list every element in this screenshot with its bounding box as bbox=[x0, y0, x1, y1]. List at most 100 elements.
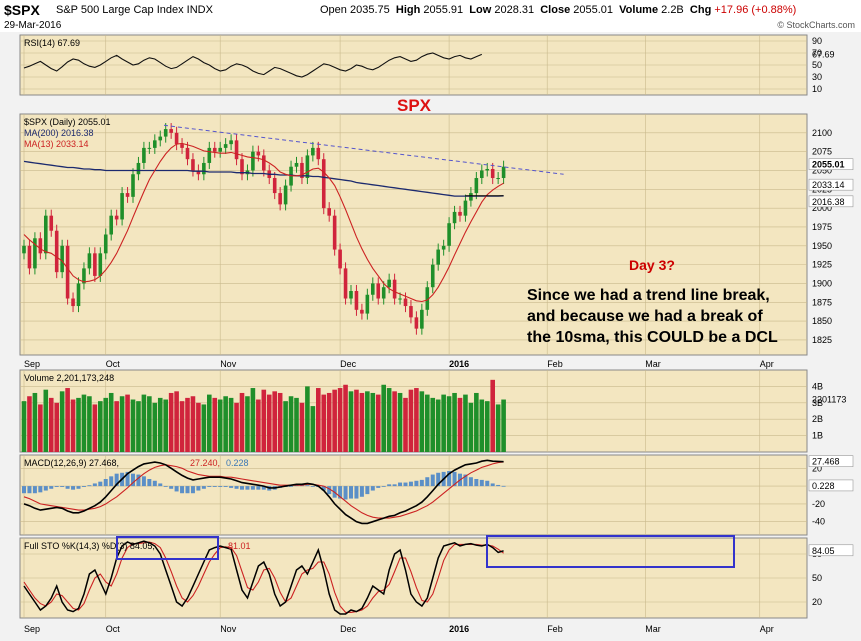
volume-bar bbox=[54, 402, 59, 452]
high-label: High bbox=[395, 4, 421, 16]
macd-histogram-bar bbox=[212, 486, 217, 487]
volume-bar bbox=[234, 402, 239, 452]
volume-bar bbox=[119, 396, 125, 452]
macd-histogram-bar bbox=[430, 474, 435, 487]
macd-tick-label: 20 bbox=[812, 463, 822, 473]
ma200-line bbox=[23, 160, 504, 197]
volume-bar bbox=[59, 391, 65, 452]
macd-histogram-bar bbox=[229, 486, 234, 488]
macd-histogram-bar bbox=[419, 479, 424, 487]
volume-label: Volume bbox=[619, 4, 659, 16]
macd-histogram-bar bbox=[392, 484, 397, 487]
macd-histogram-bar bbox=[22, 486, 26, 494]
price-candle bbox=[38, 238, 43, 254]
volume-bar bbox=[430, 397, 436, 452]
volume-bar bbox=[463, 394, 468, 452]
sto-k-line bbox=[23, 540, 504, 615]
macd-histogram-bar bbox=[223, 486, 228, 487]
macd-histogram-bar bbox=[81, 486, 86, 487]
volume-bar bbox=[27, 396, 32, 452]
highlight-box-oct bbox=[116, 536, 219, 560]
macd-histogram-bar bbox=[485, 480, 490, 487]
macd-histogram-bar bbox=[27, 486, 32, 494]
macd-histogram-bar bbox=[343, 486, 348, 500]
note-line-2: and because we had a break of bbox=[527, 308, 763, 325]
price-candle bbox=[27, 245, 32, 269]
bottom-month-label: Apr bbox=[760, 624, 774, 634]
open-value: 2035.75 bbox=[349, 4, 390, 16]
macd-histogram-bar bbox=[370, 486, 375, 491]
volume-bar bbox=[337, 388, 343, 452]
macd-histogram-bar bbox=[114, 473, 119, 487]
price-candle bbox=[93, 253, 97, 276]
bottom-month-label: Oct bbox=[106, 624, 121, 634]
price-candle bbox=[147, 147, 152, 149]
volume-bar bbox=[316, 388, 321, 452]
volume-bar bbox=[501, 399, 506, 452]
volume-bar bbox=[207, 394, 212, 452]
price-candle bbox=[120, 193, 124, 220]
volume-bar bbox=[103, 397, 109, 452]
volume-bar bbox=[272, 391, 277, 452]
price-last-label: 2033.14 bbox=[812, 180, 845, 190]
price-candle bbox=[321, 159, 326, 209]
macd-histogram-bar bbox=[305, 485, 310, 487]
price-candle bbox=[490, 168, 495, 179]
macd-histogram-bar bbox=[414, 480, 419, 487]
price-candle bbox=[109, 215, 113, 235]
price-candle bbox=[169, 129, 173, 133]
volume-bar bbox=[326, 392, 332, 452]
volume-bar bbox=[256, 399, 261, 452]
volume-bar bbox=[332, 389, 337, 452]
macd-histogram-bar bbox=[163, 486, 168, 487]
volume-bar bbox=[114, 401, 119, 452]
brand-logo: © StockCharts.com bbox=[777, 20, 855, 30]
volume-tick-label: 4B bbox=[812, 381, 823, 391]
price-candle bbox=[283, 185, 288, 205]
macd-histogram-bar bbox=[321, 486, 326, 491]
volume-bar bbox=[108, 392, 114, 452]
price-legend-ma13: MA(13) 2033.14 bbox=[24, 139, 89, 149]
macd-histogram-bar bbox=[289, 486, 294, 487]
bottom-month-label: 2016 bbox=[449, 624, 469, 634]
macd-title: MACD(12,26,9) 27.468, bbox=[24, 458, 119, 468]
price-candle bbox=[409, 306, 413, 318]
price-candle bbox=[398, 298, 402, 300]
price-candle bbox=[376, 283, 381, 299]
price-candle bbox=[82, 268, 86, 284]
price-candle bbox=[474, 178, 479, 194]
volume-bar bbox=[76, 397, 81, 452]
volume-bar bbox=[495, 404, 501, 452]
price-tick-label: 1825 bbox=[812, 335, 832, 345]
price-tick-label: 1925 bbox=[812, 260, 832, 270]
price-last-label: 2055.01 bbox=[812, 160, 845, 170]
macd-histogram-bar bbox=[103, 479, 108, 487]
price-candle bbox=[381, 287, 386, 299]
price-last-label: 2016.38 bbox=[812, 197, 845, 207]
macd-histogram-bar bbox=[60, 486, 65, 487]
low-value: 2028.31 bbox=[494, 4, 535, 16]
price-candle bbox=[234, 140, 239, 160]
price-candle bbox=[272, 178, 277, 194]
macd-histogram-bar bbox=[468, 477, 473, 487]
macd-histogram-bar bbox=[447, 471, 452, 487]
sto-tick-label: 20 bbox=[812, 597, 822, 607]
volume-bar bbox=[321, 394, 327, 452]
volume-bar bbox=[163, 399, 168, 452]
price-last-tag bbox=[808, 178, 854, 191]
volume-bar bbox=[370, 392, 376, 452]
volume-bar bbox=[354, 389, 359, 452]
day3-annotation: Day 3? bbox=[629, 257, 675, 273]
macd-histogram-bar bbox=[196, 486, 201, 491]
volume-bar bbox=[359, 392, 365, 452]
volume-bar bbox=[87, 396, 92, 452]
volume-bar bbox=[92, 404, 98, 452]
macd-histogram-bar bbox=[136, 474, 141, 487]
macd-histogram-bar bbox=[158, 483, 163, 487]
price-candle bbox=[44, 215, 48, 254]
rsi-line bbox=[23, 52, 483, 78]
volume-bar bbox=[174, 391, 179, 452]
sto-tick-label: 50 bbox=[812, 573, 822, 583]
price-candle bbox=[365, 294, 370, 314]
volume-bar bbox=[441, 394, 446, 452]
